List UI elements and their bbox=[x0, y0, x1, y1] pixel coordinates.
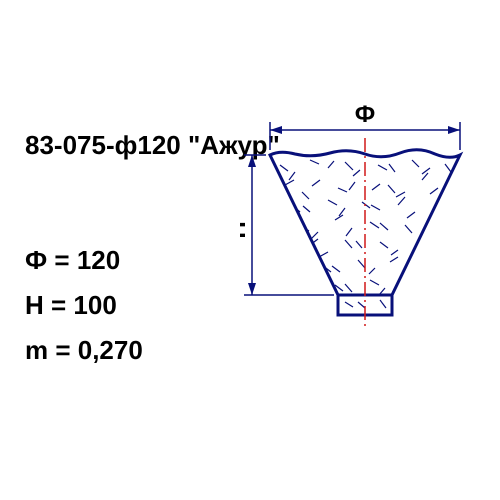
dim-width-label: Ф bbox=[355, 101, 375, 128]
spec-m: m = 0,270 bbox=[25, 335, 143, 366]
spec-phi: Ф = 120 bbox=[25, 245, 120, 276]
dim-height-label: H bbox=[240, 221, 251, 238]
technical-diagram: Ф H bbox=[240, 80, 480, 350]
spec-h: H = 100 bbox=[25, 290, 117, 321]
